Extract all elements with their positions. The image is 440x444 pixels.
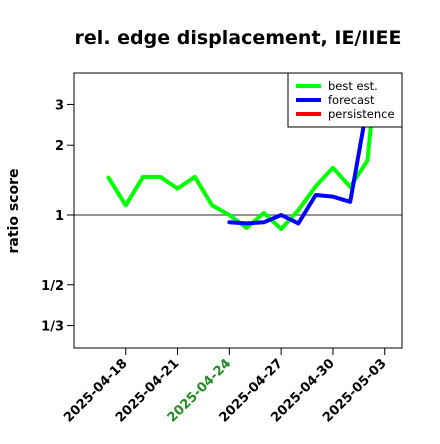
y-tick-label: 1/2 (41, 279, 64, 294)
y-tick-label: 3 (55, 98, 64, 113)
legend-label: best est. (328, 79, 378, 93)
y-axis-label: ratio score (6, 169, 22, 254)
y-tick-label: 1 (55, 209, 64, 224)
y-tick-label: 2 (55, 139, 64, 154)
series-line-forecast (227, 73, 375, 226)
legend-label: persistence (328, 107, 395, 121)
y-tick-label: 1/3 (41, 320, 64, 335)
series-group (106, 73, 379, 232)
legend-label: forecast (328, 93, 375, 107)
series-line-best-est- (106, 73, 379, 232)
chart-title: rel. edge displacement, IE/IIEE (75, 27, 402, 49)
plot-frame (73, 72, 403, 349)
